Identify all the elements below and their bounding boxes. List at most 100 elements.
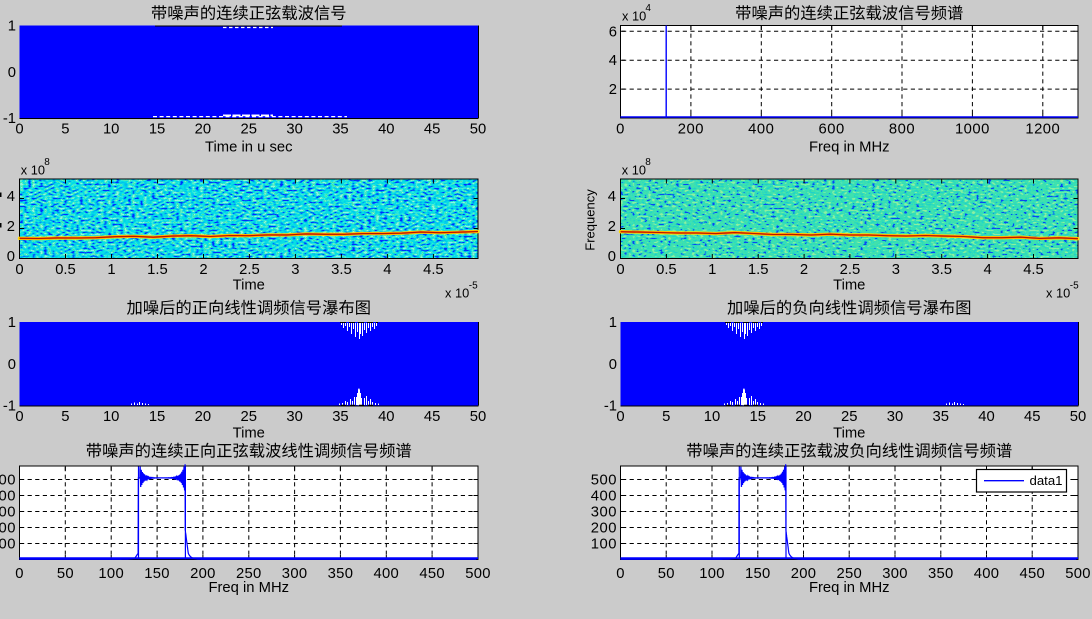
svg-text:45: 45 bbox=[1024, 409, 1040, 425]
svg-text:2.5: 2.5 bbox=[840, 262, 861, 278]
svg-text:25: 25 bbox=[241, 122, 257, 138]
svg-text:4: 4 bbox=[7, 189, 15, 205]
svg-text:10: 10 bbox=[704, 409, 720, 425]
svg-text:0: 0 bbox=[15, 409, 23, 425]
svg-text:150: 150 bbox=[745, 566, 771, 582]
svg-text:50: 50 bbox=[1070, 409, 1086, 425]
svg-text:0: 0 bbox=[616, 566, 625, 582]
svg-text:50: 50 bbox=[470, 122, 486, 138]
svg-text:150: 150 bbox=[144, 566, 170, 582]
svg-text:40: 40 bbox=[978, 409, 994, 425]
svg-text:x 10: x 10 bbox=[622, 8, 646, 23]
svg-text:200: 200 bbox=[678, 122, 704, 138]
svg-text:250: 250 bbox=[836, 566, 862, 582]
svg-text:1000: 1000 bbox=[955, 122, 990, 138]
svg-text:15: 15 bbox=[149, 122, 165, 138]
svg-text:250: 250 bbox=[236, 566, 262, 582]
svg-text:35: 35 bbox=[933, 409, 949, 425]
svg-text:1: 1 bbox=[107, 262, 115, 278]
svg-text:4: 4 bbox=[608, 189, 616, 205]
svg-text:0: 0 bbox=[609, 357, 617, 373]
svg-text:0: 0 bbox=[8, 65, 16, 81]
svg-text:500: 500 bbox=[465, 566, 491, 582]
svg-text:45: 45 bbox=[424, 122, 440, 138]
svg-text:2: 2 bbox=[608, 219, 616, 235]
svg-text:4: 4 bbox=[609, 53, 617, 69]
svg-text:0: 0 bbox=[616, 409, 624, 425]
svg-text:3: 3 bbox=[291, 262, 299, 278]
svg-text:100: 100 bbox=[591, 536, 617, 552]
svg-text:5: 5 bbox=[662, 409, 670, 425]
svg-text:50: 50 bbox=[470, 409, 486, 425]
svg-text:450: 450 bbox=[419, 566, 445, 582]
svg-text:800: 800 bbox=[889, 122, 915, 138]
svg-text:8: 8 bbox=[645, 157, 651, 168]
svg-text:200: 200 bbox=[0, 520, 16, 536]
svg-text:30: 30 bbox=[286, 409, 302, 425]
svg-text:50: 50 bbox=[658, 566, 675, 582]
svg-text:3: 3 bbox=[892, 262, 900, 278]
svg-text:400: 400 bbox=[748, 122, 774, 138]
svg-text:200: 200 bbox=[591, 520, 617, 536]
svg-text:Time: Time bbox=[233, 426, 265, 442]
svg-text:40: 40 bbox=[378, 122, 394, 138]
svg-text:x 10: x 10 bbox=[622, 163, 646, 178]
svg-text:x 10: x 10 bbox=[445, 286, 469, 301]
svg-text:400: 400 bbox=[0, 488, 16, 504]
svg-text:x 10: x 10 bbox=[1046, 286, 1070, 301]
svg-text:400: 400 bbox=[591, 488, 617, 504]
svg-text:400: 400 bbox=[374, 566, 400, 582]
svg-text:10: 10 bbox=[103, 122, 119, 138]
svg-text:20: 20 bbox=[195, 122, 211, 138]
svg-text:-1: -1 bbox=[3, 111, 16, 127]
svg-text:400: 400 bbox=[974, 566, 1000, 582]
svg-text:500: 500 bbox=[1065, 566, 1091, 582]
svg-text:200: 200 bbox=[791, 566, 817, 582]
svg-text:Frequency: Frequency bbox=[583, 189, 598, 251]
svg-text:100: 100 bbox=[699, 566, 725, 582]
svg-text:2: 2 bbox=[199, 262, 207, 278]
svg-text:50: 50 bbox=[57, 566, 74, 582]
svg-text:3.5: 3.5 bbox=[331, 262, 352, 278]
svg-text:30: 30 bbox=[887, 409, 903, 425]
svg-text:4: 4 bbox=[983, 262, 991, 278]
svg-text:100: 100 bbox=[98, 566, 124, 582]
svg-text:4.5: 4.5 bbox=[423, 262, 444, 278]
svg-text:25: 25 bbox=[841, 409, 857, 425]
svg-text:Freq in MHz: Freq in MHz bbox=[809, 140, 890, 156]
svg-text:35: 35 bbox=[332, 409, 348, 425]
svg-text:x 10: x 10 bbox=[21, 163, 45, 178]
svg-text:350: 350 bbox=[928, 566, 954, 582]
svg-text:0.5: 0.5 bbox=[656, 262, 677, 278]
svg-text:2: 2 bbox=[609, 82, 617, 98]
svg-text:40: 40 bbox=[378, 409, 394, 425]
svg-text:3.5: 3.5 bbox=[931, 262, 952, 278]
svg-text:Freq in MHz: Freq in MHz bbox=[809, 580, 890, 596]
svg-text:300: 300 bbox=[882, 566, 908, 582]
svg-text:2: 2 bbox=[800, 262, 808, 278]
svg-text:1200: 1200 bbox=[1025, 122, 1060, 138]
svg-text:0.5: 0.5 bbox=[55, 262, 76, 278]
svg-text:Time: Time bbox=[833, 426, 865, 442]
svg-text:0: 0 bbox=[15, 122, 23, 138]
svg-text:100: 100 bbox=[0, 536, 16, 552]
svg-text:1: 1 bbox=[8, 315, 16, 331]
svg-text:500: 500 bbox=[591, 472, 617, 488]
svg-text:data1: data1 bbox=[1030, 473, 1063, 488]
svg-text:1: 1 bbox=[708, 262, 716, 278]
svg-text:0: 0 bbox=[616, 122, 625, 138]
svg-text:6: 6 bbox=[609, 24, 617, 40]
svg-text:0: 0 bbox=[15, 262, 23, 278]
svg-text:Freq in MHz: Freq in MHz bbox=[208, 580, 289, 596]
svg-text:300: 300 bbox=[591, 504, 617, 520]
svg-text:25: 25 bbox=[241, 409, 257, 425]
svg-text:15: 15 bbox=[750, 409, 766, 425]
svg-text:0: 0 bbox=[608, 249, 616, 265]
svg-text:-5: -5 bbox=[469, 281, 478, 292]
svg-text:300: 300 bbox=[0, 504, 16, 520]
svg-text:4: 4 bbox=[383, 262, 391, 278]
svg-text:0: 0 bbox=[616, 262, 624, 278]
svg-text:-1: -1 bbox=[3, 399, 16, 415]
svg-text:0: 0 bbox=[15, 566, 24, 582]
svg-text:5: 5 bbox=[61, 122, 69, 138]
